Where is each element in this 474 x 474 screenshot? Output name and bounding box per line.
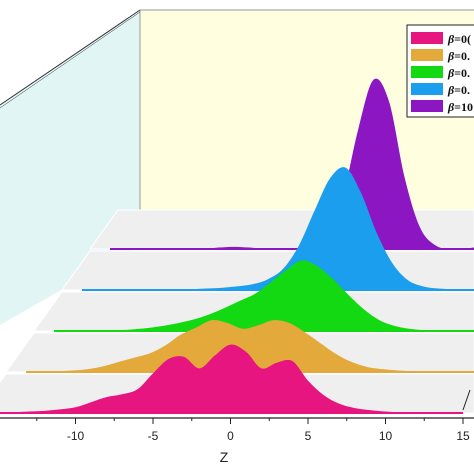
x-tick-label: 5 bbox=[305, 429, 312, 443]
x-tick-label: -10 bbox=[67, 429, 85, 443]
x-tick-label: 10 bbox=[379, 429, 393, 443]
series-area-4 bbox=[82, 167, 474, 291]
right-axis-stub bbox=[462, 389, 471, 411]
x-tick-label: 0 bbox=[227, 429, 234, 443]
legend-label-2: β=0. bbox=[447, 49, 470, 63]
legend-swatch-5 bbox=[411, 100, 443, 112]
legend-swatch-1 bbox=[411, 32, 443, 44]
x-axis-title: Z bbox=[220, 449, 229, 465]
legend-label-3: β=0. bbox=[447, 66, 470, 80]
legend: β=0( β=0. β=0. β=0. β=10 bbox=[406, 24, 474, 118]
series-area-2 bbox=[26, 320, 474, 373]
series-area-1 bbox=[0, 344, 463, 413]
legend-label-4: β=0. bbox=[447, 83, 470, 97]
x-axis-ticks: -10 -5 0 5 10 15 bbox=[36, 418, 470, 443]
legend-label-1: β=0( bbox=[447, 32, 471, 46]
legend-label-5: β=10 bbox=[447, 100, 473, 114]
depth-axis-line-lower bbox=[0, 11, 141, 109]
ridge-series bbox=[0, 78, 474, 414]
legend-swatch-3 bbox=[411, 66, 443, 78]
series-area-5 bbox=[110, 78, 474, 250]
series-area-3 bbox=[54, 260, 474, 332]
depth-axis-line bbox=[0, 9, 141, 106]
legend-swatch-4 bbox=[411, 83, 443, 95]
x-tick-label: 15 bbox=[456, 429, 470, 443]
legend-swatch-2 bbox=[411, 49, 443, 61]
x-tick-label: -5 bbox=[148, 429, 159, 443]
